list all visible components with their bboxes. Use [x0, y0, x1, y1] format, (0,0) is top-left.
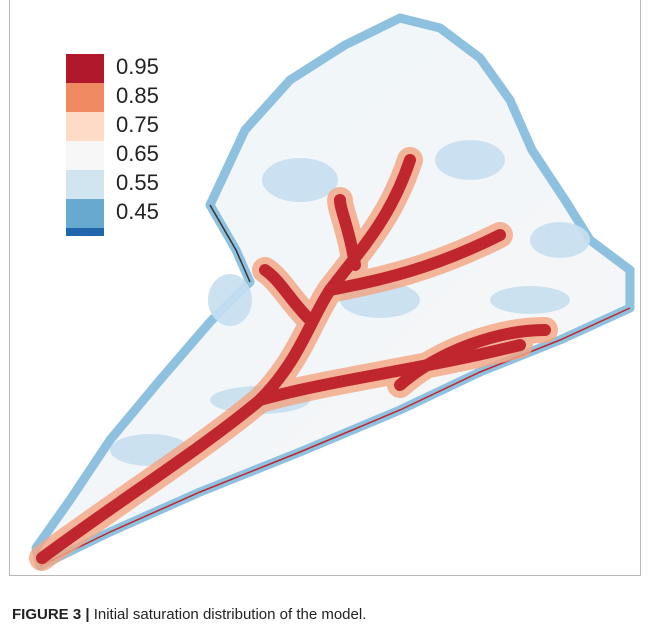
legend-label: 0.55 [116, 170, 159, 195]
legend-swatch [66, 170, 104, 199]
legend: 0.95 0.85 0.75 0.65 0.55 0.45 [66, 54, 159, 236]
legend-label: 0.65 [116, 141, 159, 166]
legend-label: 0.75 [116, 112, 159, 137]
legend-label: 0.45 [116, 199, 159, 224]
caption-label: FIGURE 3 | [12, 606, 90, 623]
caption-text: Initial saturation distribution of the m… [94, 606, 367, 623]
legend-label: 0.85 [116, 83, 159, 108]
legend-swatch [66, 228, 104, 236]
caption: FIGURE 3 | Initial saturation distributi… [12, 606, 366, 623]
saturation-map: 0.95 0.85 0.75 0.65 0.55 0.45 [0, 0, 651, 590]
legend-swatch [66, 112, 104, 141]
page: {"figure": { "legend": { "labels": ["0.9… [0, 0, 651, 635]
legend-swatch [66, 199, 104, 228]
legend-swatch [66, 54, 104, 83]
legend-label: 0.95 [116, 54, 159, 79]
legend-swatch [66, 83, 104, 112]
legend-swatch [66, 141, 104, 170]
